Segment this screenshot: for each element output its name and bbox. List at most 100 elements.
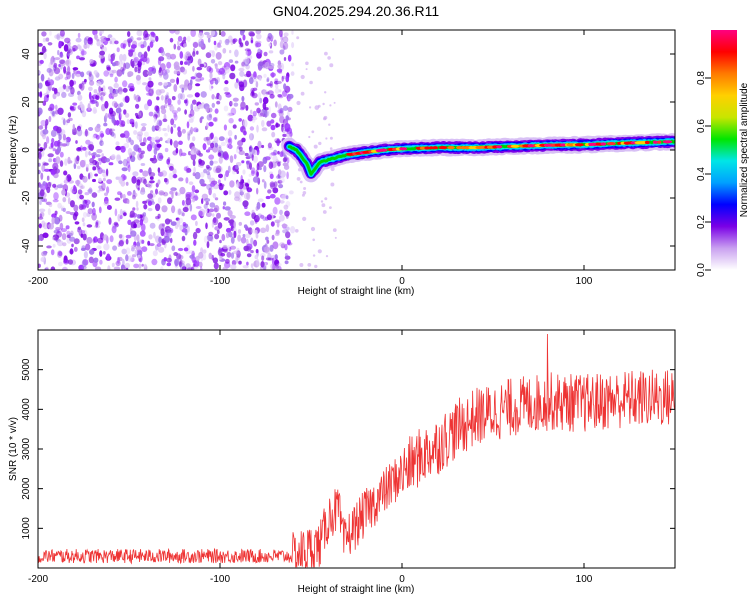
signal-hotspot [657, 140, 662, 144]
noise-speckle [211, 102, 215, 108]
noise-speckle [213, 40, 217, 46]
noise-speckle [208, 121, 214, 127]
noise-speckle [217, 165, 223, 173]
noise-speckle [237, 140, 244, 147]
noise-speckle [95, 94, 100, 101]
noise-speckle [186, 35, 191, 43]
noise-speckle [203, 235, 209, 243]
noise-speckle [42, 37, 47, 43]
noise-speckle [202, 249, 207, 254]
noise-speckle [247, 227, 253, 235]
noise-speckle [220, 252, 226, 257]
noise-speckle [50, 110, 56, 115]
noise-speckle [56, 230, 62, 238]
noise-speckle [289, 190, 294, 195]
noise-speckle [257, 48, 262, 54]
noise-speckle [238, 150, 245, 156]
noise-speckle [59, 222, 64, 230]
noise-speckle [192, 159, 196, 167]
noise-speckle [47, 153, 54, 158]
noise-speckle [222, 206, 225, 210]
noise-speckle [256, 162, 260, 171]
noise-speckle [243, 130, 247, 136]
noise-speckle [45, 266, 49, 270]
noise-speckle [38, 223, 42, 229]
noise-speckle [190, 126, 194, 135]
noise-speckle [176, 219, 181, 227]
noise-speckle [86, 212, 91, 217]
noise-speckle [56, 33, 61, 41]
noise-speckle [296, 36, 300, 40]
noise-speckle [323, 117, 327, 121]
noise-speckle [313, 144, 318, 149]
noise-speckle [273, 39, 277, 47]
noise-speckle [225, 258, 230, 264]
noise-speckle [154, 105, 159, 112]
noise-speckle [76, 179, 80, 187]
noise-speckle [227, 210, 233, 217]
noise-speckle [88, 256, 94, 264]
noise-speckle [229, 218, 235, 226]
noise-speckle [73, 246, 78, 252]
noise-speckle [62, 118, 66, 126]
noise-speckle [80, 71, 85, 78]
noise-speckle [274, 83, 279, 89]
noise-speckle [126, 156, 131, 164]
noise-speckle [242, 200, 249, 208]
noise-speckle [88, 144, 95, 151]
noise-speckle [60, 228, 67, 233]
noise-speckle [206, 241, 210, 249]
noise-speckle [170, 118, 175, 126]
noise-speckle [334, 236, 337, 239]
noise-speckle [280, 243, 286, 249]
noise-speckle [274, 259, 280, 267]
noise-speckle [324, 91, 327, 94]
noise-speckle [157, 111, 160, 118]
noise-speckle [247, 114, 254, 122]
noise-speckle [88, 127, 94, 131]
noise-speckle [111, 62, 117, 67]
noise-speckle [48, 223, 54, 230]
y-tick-label: 2000 [21, 477, 32, 500]
noise-speckle [94, 266, 102, 270]
noise-speckle [177, 217, 184, 224]
noise-speckle [167, 157, 171, 163]
noise-speckle [189, 79, 193, 86]
noise-speckle [253, 155, 258, 163]
noise-speckle [122, 53, 127, 62]
noise-speckle [133, 56, 139, 63]
noise-speckle [198, 251, 204, 259]
noise-speckle [206, 34, 212, 39]
noise-speckle [157, 57, 162, 66]
noise-speckle [111, 100, 118, 107]
noise-speckle [208, 231, 214, 237]
noise-speckle [57, 107, 64, 116]
noise-speckle [329, 136, 333, 140]
x-tick-label: -100 [210, 574, 230, 585]
noise-speckle [253, 71, 257, 80]
noise-speckle [209, 133, 213, 141]
noise-speckle [244, 233, 251, 239]
noise-speckle [122, 158, 128, 167]
noise-speckle [209, 202, 216, 208]
noise-speckle [228, 144, 233, 150]
noise-speckle [213, 262, 219, 270]
noise-speckle [166, 61, 172, 69]
noise-speckle [75, 156, 80, 165]
noise-speckle [211, 94, 215, 100]
noise-speckle [233, 154, 237, 160]
noise-speckle [264, 61, 270, 70]
noise-speckle [180, 152, 187, 157]
noise-speckle [120, 42, 125, 49]
noise-speckle [290, 71, 295, 76]
noise-speckle [214, 63, 218, 67]
noise-speckle [246, 192, 251, 201]
noise-speckle [190, 266, 194, 270]
noise-speckle [105, 168, 109, 177]
noise-speckle [191, 197, 196, 203]
noise-speckle [309, 106, 312, 109]
noise-speckle [177, 247, 184, 252]
noise-speckle [137, 147, 142, 153]
noise-speckle [81, 265, 87, 270]
noise-speckle [171, 245, 176, 252]
